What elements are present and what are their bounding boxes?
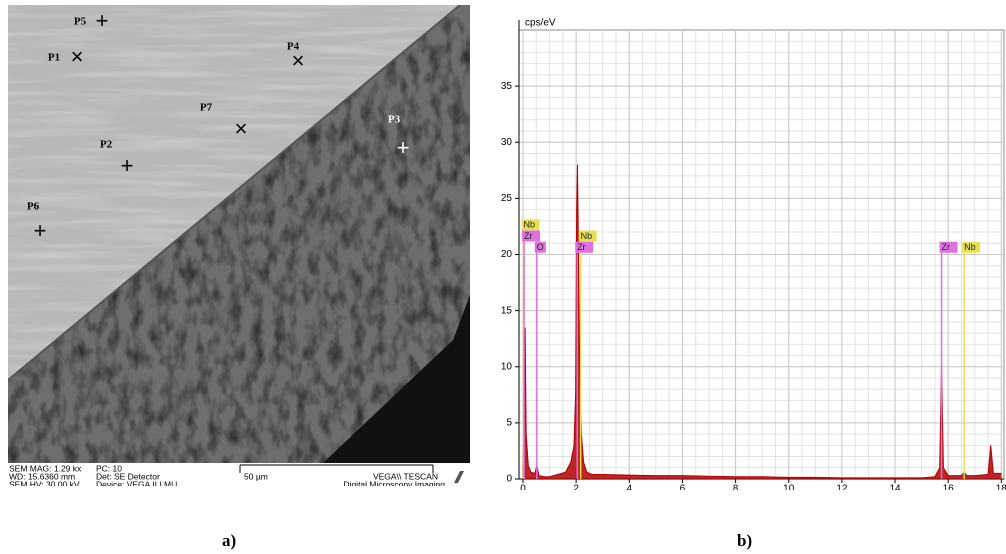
- point-label: P3: [388, 114, 401, 126]
- point-label: P5: [74, 16, 87, 28]
- x-tick-label: 12: [836, 484, 848, 490]
- point-marker: +: [96, 8, 109, 33]
- point-label: P2: [100, 139, 113, 151]
- x-tick-label: 14: [889, 484, 901, 490]
- point-label: P1: [48, 52, 60, 64]
- x-tick-label: 2: [573, 484, 579, 490]
- point-label: P6: [27, 201, 40, 213]
- point-marker: +: [397, 135, 410, 160]
- x-tick-label: 6: [680, 484, 686, 490]
- info-text: Device: VEGA II LMU: [96, 479, 177, 486]
- eds-chart: 02468101214161805101520253035cps/eVkeVNb…: [488, 10, 1006, 490]
- point-marker: ×: [292, 48, 305, 73]
- y-tick-label: 35: [501, 81, 513, 92]
- element-label: Nb: [964, 242, 976, 252]
- point-marker: +: [34, 218, 47, 243]
- element-label: Zr: [577, 242, 586, 252]
- element-label: O: [537, 242, 544, 252]
- y-tick-label: 30: [501, 137, 513, 148]
- info-text: SEM HV: 30.00 kV: [9, 479, 80, 486]
- x-tick-label: 0: [520, 484, 526, 490]
- point-marker: +: [121, 153, 134, 178]
- point-marker: ×: [235, 116, 248, 141]
- y-tick-label: 25: [501, 193, 513, 204]
- sem-image: P5+P1×P4×P7×P3+P2+P6+SEM MAG: 1.29 kxWD:…: [8, 5, 470, 486]
- y-tick-label: 0: [506, 474, 512, 485]
- brand-sub: Digital Microscopy Imaging: [343, 479, 445, 486]
- x-tick-label: 16: [943, 484, 955, 490]
- y-axis-label: cps/eV: [525, 18, 556, 29]
- x-tick-label: 4: [627, 484, 633, 490]
- page: {"panel_a": { "points": [ {"label": "P5"…: [0, 0, 1006, 554]
- point-label: P7: [200, 102, 213, 114]
- y-tick-label: 10: [501, 361, 513, 372]
- x-tick-label: 10: [783, 484, 795, 490]
- x-tick-label: 18: [996, 484, 1006, 490]
- element-label: Zr: [942, 242, 951, 252]
- x-tick-label: 8: [733, 484, 739, 490]
- caption: a): [222, 531, 236, 551]
- caption: b): [737, 531, 752, 551]
- element-label: Nb: [524, 220, 536, 230]
- y-tick-label: 20: [501, 249, 513, 260]
- element-label: Nb: [581, 231, 593, 241]
- y-tick-label: 15: [501, 305, 513, 316]
- scale-label: 50 µm: [244, 471, 268, 481]
- point-marker: ×: [71, 44, 84, 69]
- y-tick-label: 5: [506, 418, 512, 429]
- element-label: Zr: [524, 231, 533, 241]
